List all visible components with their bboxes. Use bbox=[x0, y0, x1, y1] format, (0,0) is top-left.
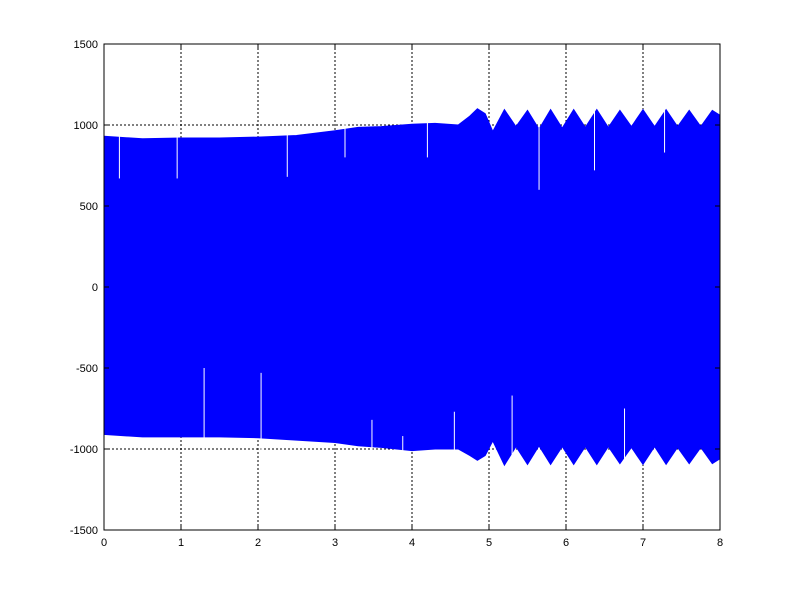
x-tick-label: 4 bbox=[409, 537, 415, 549]
y-tick-label: -500 bbox=[76, 363, 98, 375]
signal-envelope bbox=[103, 108, 721, 467]
series-group bbox=[103, 62, 721, 527]
y-axis: -1500 -1000 -500 0 500 1000 1500 bbox=[70, 39, 720, 537]
y-tick-label: 1000 bbox=[74, 120, 98, 132]
y-tick-label: -1500 bbox=[70, 525, 98, 537]
x-tick-label: 8 bbox=[717, 537, 723, 549]
x-tick-label: 2 bbox=[255, 537, 261, 549]
x-axis: 0 1 2 3 4 5 6 7 8 bbox=[101, 44, 723, 549]
y-tick-label: 500 bbox=[80, 201, 98, 213]
x-tick-label: 0 bbox=[101, 537, 107, 549]
x-tick-label: 1 bbox=[178, 537, 184, 549]
x-tick-label: 5 bbox=[486, 537, 492, 549]
x-tick-label: 3 bbox=[332, 537, 338, 549]
y-tick-label: 1500 bbox=[74, 39, 98, 51]
y-tick-label: -1000 bbox=[70, 444, 98, 456]
y-tick-label: 0 bbox=[92, 282, 98, 294]
x-tick-label: 7 bbox=[640, 537, 646, 549]
x-tick-label: 6 bbox=[563, 537, 569, 549]
